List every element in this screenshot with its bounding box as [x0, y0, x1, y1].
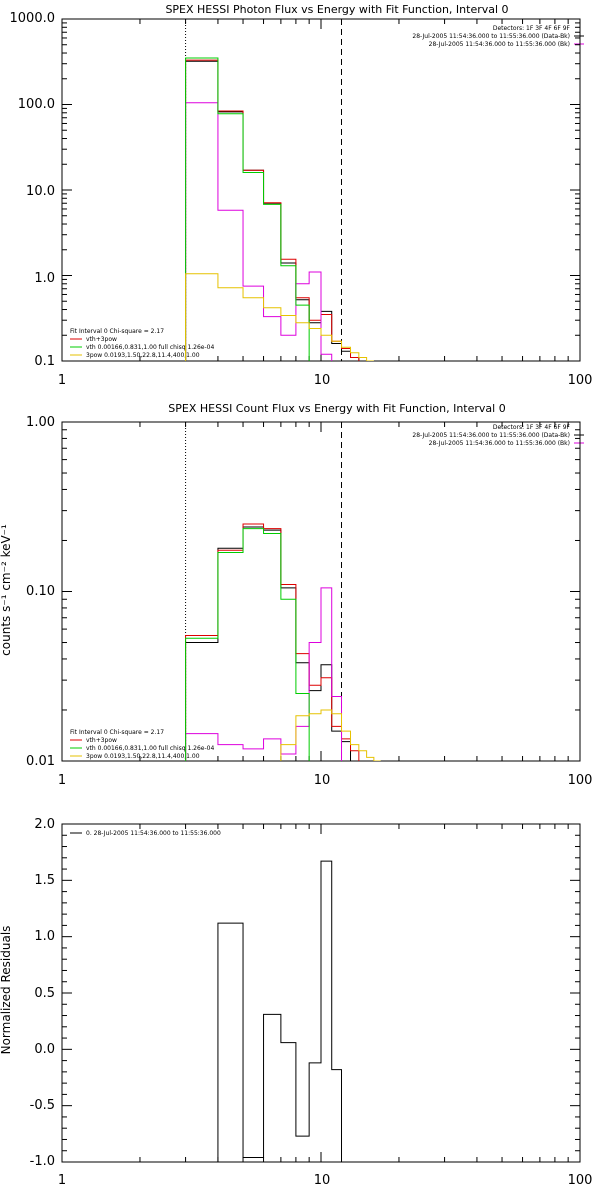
count-flux-title: SPEX HESSI Count Flux vs Energy with Fit… [168, 402, 505, 415]
residuals-ytick-label-0.0: 0.0 [34, 1042, 55, 1057]
count-series-data_bk [185, 526, 352, 761]
count-info-detectors: Detectors: 1F 3F 4F 6F 9F [493, 424, 571, 431]
photon-flux-panel: SPEX HESSI Photon Flux vs Energy with Fi… [10, 3, 593, 388]
count-series-fit_total [185, 523, 360, 761]
count-ytick-label-0.10: 0.10 [26, 584, 55, 599]
residuals-ytick-label-2.0: 2.0 [34, 817, 55, 832]
photon-flux-title: SPEX HESSI Photon Flux vs Energy with Fi… [165, 3, 508, 16]
residuals-ytick-label-1.5: 1.5 [34, 873, 55, 888]
photon-series-bk [185, 102, 333, 361]
photon-series-data_bk [185, 60, 360, 361]
count-fit-pow: 3pow 0.0193,1.50,22.8,11.4,400,1.00 [86, 753, 200, 760]
count-xtick-label-100: 100 [568, 773, 593, 788]
count-series-vth [185, 528, 310, 761]
photon-fit-chisq: Fit Interval 0 Chi-square = 2.17 [70, 328, 164, 335]
residuals-series-residuals [185, 860, 343, 1162]
count-ytick-label-0.01: 0.01 [26, 754, 55, 769]
photon-fit-vth: vth 0.00166,0.831,1.00 full chisq 1.26e-… [86, 344, 214, 351]
count-series-pow [280, 709, 381, 761]
residuals-xtick-label-1: 1 [58, 1173, 66, 1188]
count-flux-panel: SPEX HESSI Count Flux vs Energy with Fit… [0, 402, 592, 788]
residuals-ytick-label-m1.0: -1.0 [30, 1154, 55, 1169]
count-fit-chisq: Fit Interval 0 Chi-square = 2.17 [70, 729, 164, 736]
residuals-legend-label: 0. 28-Jul-2005 11:54:36.000 to 11:55:36.… [86, 830, 221, 837]
photon-fit-pow: 3pow 0.0193,1.50,22.8,11.4,400,1.00 [86, 352, 200, 359]
photon-info-bk: 28-Jul-2005 11:54:36.000 to 11:55:36.000… [429, 41, 570, 48]
residuals-ytick-label-m0.5: -0.5 [30, 1098, 55, 1113]
count-series-bk [185, 587, 343, 761]
photon-ytick-label-100: 100.0 [18, 97, 55, 112]
photon-series-pow [185, 273, 374, 361]
residuals-ytick-label-1.0: 1.0 [34, 929, 55, 944]
count-xtick-label-1: 1 [58, 773, 66, 788]
photon-ytick-label-1: 1.0 [34, 271, 55, 286]
photon-xtick-label-10: 10 [314, 373, 331, 388]
count-info-bk: 28-Jul-2005 11:54:36.000 to 11:55:36.000… [429, 440, 570, 447]
photon-info-detectors: Detectors: 1F 3F 4F 6F 9F [493, 25, 571, 32]
count-info-data-bk: 28-Jul-2005 11:54:36.000 to 11:55:36.000… [412, 432, 570, 439]
photon-xtick-label-1: 1 [58, 373, 66, 388]
photon-ytick-label-0.1: 0.1 [34, 354, 55, 369]
count-ytick-label-1.00: 1.00 [26, 415, 55, 430]
photon-series-vth [185, 57, 310, 361]
photon-ytick-label-1000: 1000.0 [10, 11, 56, 26]
residuals-xtick-label-100: 100 [568, 1173, 593, 1188]
photon-series-fit_total [185, 59, 360, 361]
count-fit-vth: vth 0.00166,0.831,1.00 full chisq 1.26e-… [86, 745, 214, 752]
photon-fit-model: vth+3pow [86, 336, 117, 343]
count-xtick-label-10: 10 [314, 773, 331, 788]
photon-ytick-label-10: 10.0 [26, 184, 55, 199]
residuals-ylabel: Normalized Residuals [0, 926, 13, 1055]
photon-info-data-bk: 28-Jul-2005 11:54:36.000 to 11:55:36.000… [412, 33, 570, 40]
residuals-xtick-label-10: 10 [314, 1173, 331, 1188]
residuals-panel: Normalized Residuals 0. 28-Jul-2005 11:5… [0, 817, 592, 1188]
photon-xtick-label-100: 100 [568, 373, 593, 388]
count-fit-model: vth+3pow [86, 737, 117, 744]
count-flux-ylabel: counts s⁻¹ cm⁻² keV⁻¹ [0, 524, 13, 656]
residuals-ytick-label-0.5: 0.5 [34, 986, 55, 1001]
